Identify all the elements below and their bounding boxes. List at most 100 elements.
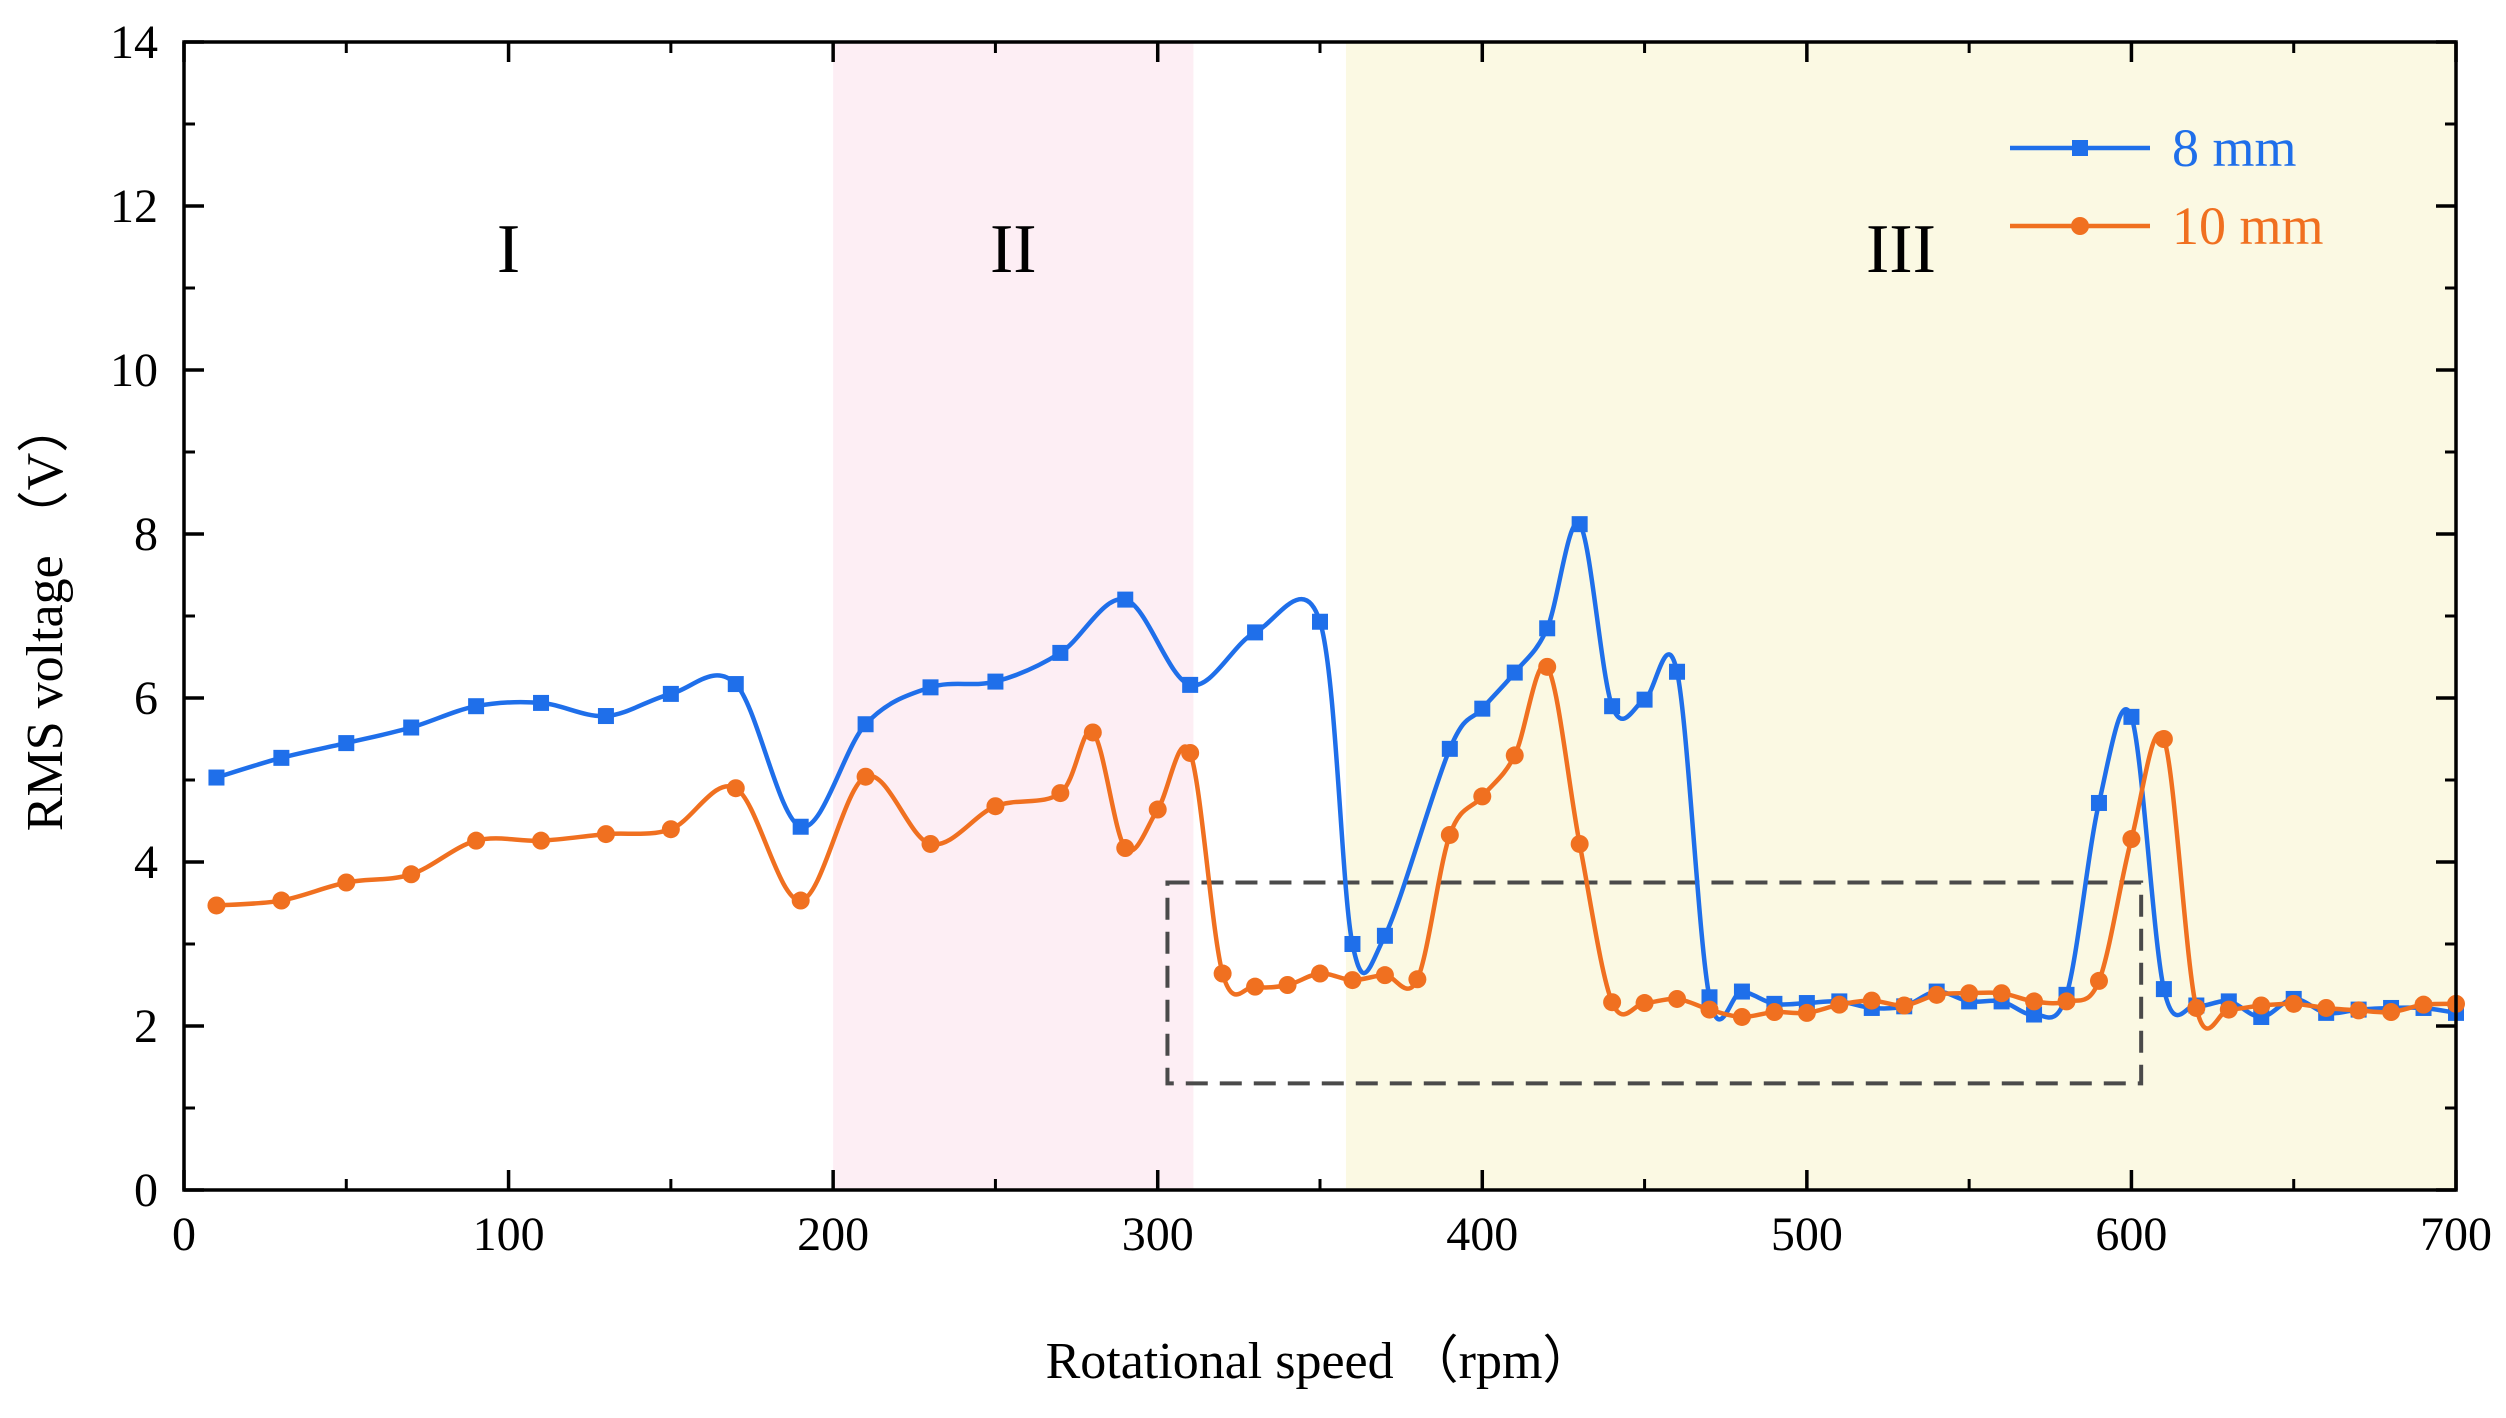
data-point xyxy=(2057,992,2076,1011)
data-point xyxy=(792,818,809,835)
data-point xyxy=(1571,516,1588,533)
y-tick-label: 2 xyxy=(134,1000,158,1053)
data-point xyxy=(661,820,680,839)
data-point xyxy=(272,891,291,910)
data-point xyxy=(1181,743,1200,762)
data-point xyxy=(1539,620,1556,637)
data-point xyxy=(1247,624,1264,641)
data-point xyxy=(1603,993,1622,1012)
data-point xyxy=(1117,591,1134,608)
data-point xyxy=(1538,657,1557,676)
data-point xyxy=(337,873,356,892)
x-tick-label: 400 xyxy=(1446,1208,1518,1261)
data-point xyxy=(1895,996,1914,1015)
data-point xyxy=(1604,698,1621,715)
x-tick-label: 700 xyxy=(2420,1208,2492,1261)
legend-item: 8 mm xyxy=(2010,118,2297,178)
data-point xyxy=(2349,1001,2368,1020)
y-tick-label: 4 xyxy=(134,836,158,889)
data-point xyxy=(1116,839,1135,858)
data-point xyxy=(1440,825,1459,844)
y-tick-label: 8 xyxy=(134,508,158,561)
legend-marker-circle xyxy=(2071,217,2089,235)
data-point xyxy=(1701,989,1718,1006)
data-point xyxy=(533,694,550,711)
data-point xyxy=(2252,996,2271,1015)
data-point xyxy=(1083,723,1102,742)
data-point xyxy=(1505,746,1524,765)
x-tick-label: 600 xyxy=(2095,1208,2167,1261)
data-point xyxy=(1052,644,1069,661)
region-labels: I II III xyxy=(497,211,1936,288)
data-point xyxy=(1343,971,1362,990)
data-point xyxy=(1668,989,1687,1008)
legend: 8 mm 10 mm xyxy=(2010,118,2324,256)
data-point xyxy=(1375,966,1394,985)
data-point xyxy=(2090,794,2107,811)
data-point xyxy=(2382,1003,2401,1022)
data-point xyxy=(1408,970,1427,989)
x-tick-label: 200 xyxy=(797,1208,869,1261)
legend-label: 8 mm xyxy=(2172,118,2297,178)
data-point xyxy=(1278,976,1297,994)
data-point xyxy=(662,685,679,702)
region-label-ii: II xyxy=(990,211,1037,288)
data-point xyxy=(1700,1000,1719,1019)
data-point xyxy=(1148,800,1167,819)
data-point xyxy=(1765,1003,1784,1022)
data-point xyxy=(1344,936,1361,952)
y-tick-label: 0 xyxy=(134,1164,158,1217)
y-tick-label: 10 xyxy=(110,344,158,397)
region-i xyxy=(184,42,834,1190)
y-tick-label: 6 xyxy=(134,672,158,725)
data-point xyxy=(1182,676,1199,693)
data-point xyxy=(338,735,355,752)
data-point xyxy=(2089,971,2108,990)
shaded-regions xyxy=(184,42,2456,1190)
data-point xyxy=(1992,984,2011,1003)
data-point xyxy=(1960,984,1979,1003)
data-point xyxy=(2219,1000,2238,1019)
data-point xyxy=(597,708,614,725)
data-point xyxy=(856,767,875,786)
data-point xyxy=(402,865,421,884)
data-point xyxy=(1797,1003,1816,1022)
data-point xyxy=(596,825,615,844)
data-point xyxy=(1441,740,1458,757)
data-point xyxy=(2155,981,2172,998)
data-point xyxy=(1862,991,1881,1010)
data-point xyxy=(726,779,745,798)
x-tick-label: 100 xyxy=(473,1208,545,1261)
data-point xyxy=(1733,983,1750,1000)
data-point xyxy=(2317,998,2336,1017)
data-point xyxy=(1636,691,1653,708)
data-point xyxy=(2025,992,2044,1011)
data-point xyxy=(1312,613,1328,630)
x-tick-label: 0 xyxy=(172,1208,196,1261)
data-point xyxy=(1570,834,1589,853)
y-tick-label: 12 xyxy=(110,180,158,233)
data-point xyxy=(727,676,744,693)
data-point xyxy=(467,831,486,850)
data-point xyxy=(207,896,226,915)
x-tick-label: 300 xyxy=(1122,1208,1194,1261)
data-point xyxy=(1474,700,1491,717)
series-layer xyxy=(207,516,2465,1031)
region-ii xyxy=(833,42,1194,1190)
data-point xyxy=(987,673,1004,690)
legend-marker-square xyxy=(2072,140,2088,156)
data-point xyxy=(1311,964,1329,983)
y-axis-title: RMS voltage （V） xyxy=(17,401,74,831)
x-axis-title: Rotational speed （rpm） xyxy=(1046,1333,1595,1390)
data-point xyxy=(986,797,1005,816)
x-tick-label: 500 xyxy=(1771,1208,1843,1261)
data-point xyxy=(2414,995,2433,1014)
dashed-annotation-box xyxy=(1165,880,2144,1086)
data-point xyxy=(1830,995,1849,1014)
data-point xyxy=(1635,994,1654,1013)
series-10-mm xyxy=(207,657,2465,1031)
data-point xyxy=(532,831,551,850)
data-point xyxy=(403,719,420,736)
data-point xyxy=(1376,927,1393,944)
